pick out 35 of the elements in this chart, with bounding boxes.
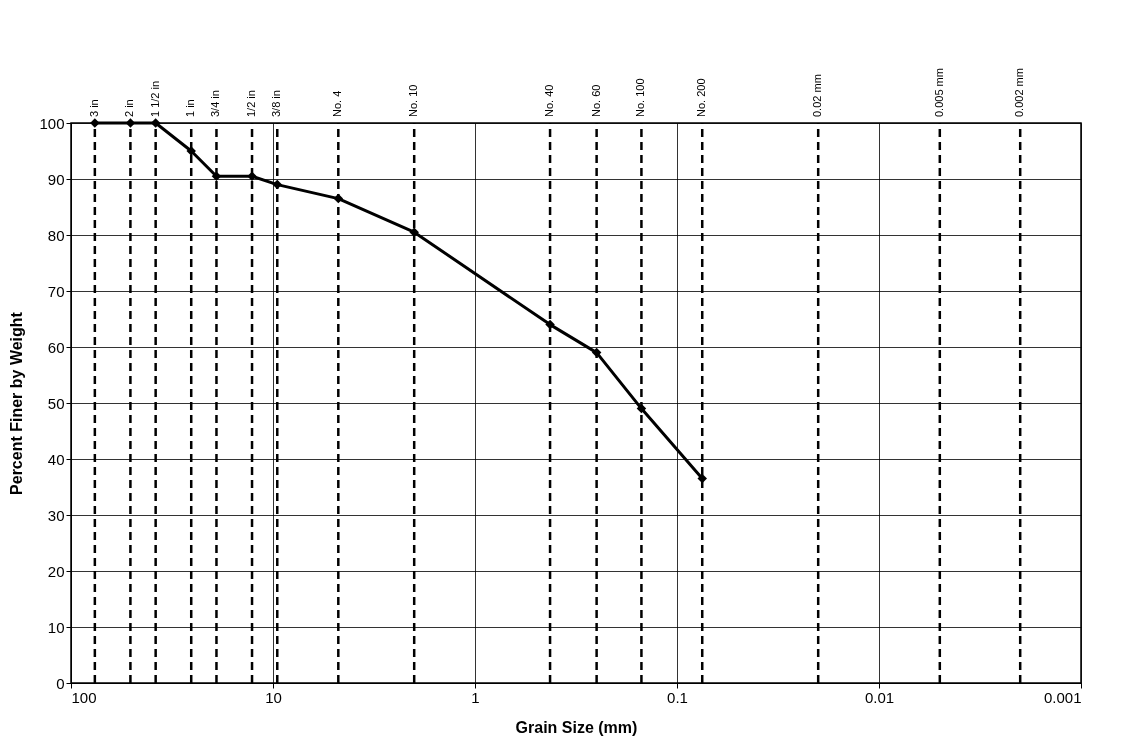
y-tick-label: 40 — [47, 450, 65, 468]
y-tick-label: 50 — [47, 394, 65, 412]
ref-line-label: 1 in — [184, 99, 197, 117]
y-tick-label: 30 — [47, 506, 65, 524]
ref-line-label: No. 100 — [634, 78, 647, 117]
ref-line-label: 2 in — [123, 99, 136, 117]
ref-line-label: No. 60 — [589, 84, 602, 117]
ref-line-label: No. 10 — [407, 84, 420, 117]
ref-line-label: No. 40 — [543, 84, 556, 117]
y-tick-label: 80 — [47, 226, 65, 244]
ref-line-label: No. 200 — [695, 78, 708, 117]
ref-line-label: 1 1/2 in — [148, 80, 161, 117]
y-tick-label: 90 — [47, 170, 65, 188]
x-axis-title: Grain Size (mm) — [515, 718, 638, 736]
ref-line-label: 3 in — [87, 99, 100, 117]
y-tick-label: 10 — [47, 618, 65, 636]
y-tick-label: 0 — [56, 674, 65, 692]
x-tick-label: 10 — [265, 688, 282, 706]
x-tick-label: 100 — [71, 688, 97, 706]
x-tick-label: 0.01 — [864, 688, 895, 706]
y-axis-title: Percent Finer by Weight — [8, 311, 26, 495]
x-tick-label: 1 — [471, 688, 480, 706]
y-tick-label: 20 — [47, 562, 65, 580]
ref-line-label: No. 4 — [331, 90, 344, 117]
ref-line-label: 3/4 in — [209, 90, 222, 117]
y-tick-label: 70 — [47, 282, 65, 300]
ref-line-label: 3/8 in — [270, 90, 283, 117]
ref-line-label: 1/2 in — [245, 90, 258, 117]
x-tick-label: 0.1 — [667, 688, 688, 706]
ref-line-label: 0.005 mm — [932, 68, 945, 117]
y-tick-label: 60 — [47, 338, 65, 356]
x-tick-label: 0.001 — [1043, 688, 1082, 706]
ref-line-label: 0.002 mm — [1013, 68, 1026, 117]
y-tick-label: 100 — [39, 114, 65, 132]
ref-line-label: 0.02 mm — [811, 74, 824, 117]
